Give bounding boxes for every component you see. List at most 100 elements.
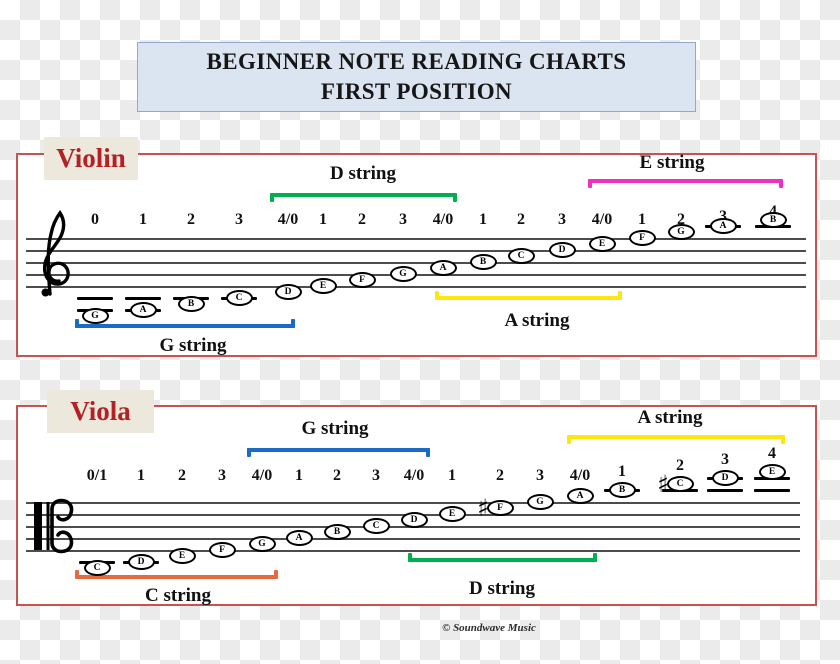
string-label: G string: [301, 418, 369, 439]
string-bracket-tick: [593, 553, 597, 562]
alto-clef-icon: [34, 498, 74, 554]
string-bracket-tick: [781, 435, 785, 444]
note-letter: G: [258, 539, 266, 549]
note-E: E: [309, 278, 337, 294]
note-C: C: [83, 560, 111, 576]
note-D: D: [274, 284, 302, 300]
finger-number: 4/0: [403, 467, 425, 484]
finger-number: 2: [676, 457, 684, 474]
treble-clef-icon: [41, 210, 70, 297]
string-bracket-tick: [588, 179, 592, 188]
finger-number: 1: [139, 211, 147, 228]
note-G: G: [667, 224, 695, 240]
viola-title: Viola: [70, 396, 131, 426]
finger-number: 0: [91, 211, 99, 228]
note-letter: F: [639, 233, 645, 243]
note-letter: A: [295, 533, 303, 543]
note-letter: G: [677, 227, 685, 237]
note-letter: A: [719, 221, 727, 231]
viola-title-box: Viola: [47, 390, 154, 433]
string-bracket-tick: [779, 179, 783, 188]
finger-number: 1: [137, 467, 145, 484]
note-F: F: [208, 542, 236, 558]
finger-number: 2: [187, 211, 195, 228]
staff-line: [26, 550, 800, 552]
violin-title-box: Violin: [44, 137, 138, 180]
string-bracket-tick: [247, 448, 251, 457]
finger-number: 3: [558, 211, 566, 228]
note-D: D: [711, 470, 739, 486]
copyright-text: © Soundwave Music: [442, 622, 536, 634]
note-D: D: [548, 242, 576, 258]
finger-number: 2: [496, 467, 504, 484]
ledger-line: [754, 489, 790, 492]
string-bracket-tick: [274, 570, 278, 579]
finger-number: 0/1: [86, 467, 108, 484]
string-bracket-tick: [291, 319, 295, 328]
ledger-line: [77, 297, 113, 300]
finger-number: 1: [479, 211, 487, 228]
note-letter: A: [576, 491, 584, 501]
page-subtitle: FIRST POSITION: [320, 79, 513, 104]
finger-number: 1: [295, 467, 303, 484]
note-letter: F: [219, 545, 225, 555]
note-letter: E: [598, 239, 606, 249]
string-label: E string: [639, 152, 705, 173]
staff-line: [26, 238, 806, 240]
note-F: F: [348, 272, 376, 288]
note-letter: E: [178, 551, 186, 561]
note-letter: B: [479, 257, 487, 267]
note-F: F: [486, 500, 514, 516]
note-F: F: [628, 230, 656, 246]
string-label: G string: [159, 335, 227, 356]
note-letter: B: [187, 299, 195, 309]
sharp-icon: ♯: [477, 494, 489, 522]
string-bracket: [270, 193, 457, 197]
note-G: G: [389, 266, 417, 282]
note-letter: C: [372, 521, 380, 531]
string-bracket-tick: [270, 193, 274, 202]
finger-number: 1: [638, 211, 646, 228]
note-letter: D: [721, 473, 729, 483]
string-bracket: [408, 558, 597, 562]
string-bracket: [435, 296, 622, 300]
page-title: BEGINNER NOTE READING CHARTS: [206, 49, 627, 75]
finger-number: 3: [372, 467, 380, 484]
note-A: A: [129, 302, 157, 318]
finger-number: 4/0: [432, 211, 454, 228]
note-G: G: [81, 308, 109, 324]
string-bracket-tick: [567, 435, 571, 444]
string-bracket-tick: [618, 291, 622, 300]
string-bracket: [588, 179, 783, 183]
note-letter: A: [139, 305, 147, 315]
note-letter: G: [399, 269, 407, 279]
note-D: D: [127, 554, 155, 570]
sharp-icon: ♯: [657, 470, 669, 498]
note-C: C: [507, 248, 535, 264]
note-B: B: [469, 254, 497, 270]
violin-title: Violin: [56, 143, 126, 173]
note-B: B: [177, 296, 205, 312]
note-E: E: [588, 236, 616, 252]
note-G: G: [248, 536, 276, 552]
note-B: B: [759, 212, 787, 228]
finger-number: 4/0: [277, 211, 299, 228]
finger-number: 3: [235, 211, 243, 228]
note-letter: E: [319, 281, 327, 291]
finger-number: 4: [768, 445, 776, 462]
note-letter: G: [91, 311, 99, 321]
note-letter: C: [676, 479, 684, 489]
note-letter: D: [410, 515, 418, 525]
finger-number: 2: [517, 211, 525, 228]
staff-line: [26, 538, 800, 540]
note-letter: E: [448, 509, 456, 519]
note-A: A: [429, 260, 457, 276]
finger-number: 3: [721, 451, 729, 468]
note-G: G: [526, 494, 554, 510]
note-letter: B: [769, 215, 777, 225]
note-E: E: [758, 464, 786, 480]
note-letter: F: [497, 503, 503, 513]
finger-number: 4/0: [251, 467, 273, 484]
finger-number: 3: [218, 467, 226, 484]
string-bracket-tick: [426, 448, 430, 457]
